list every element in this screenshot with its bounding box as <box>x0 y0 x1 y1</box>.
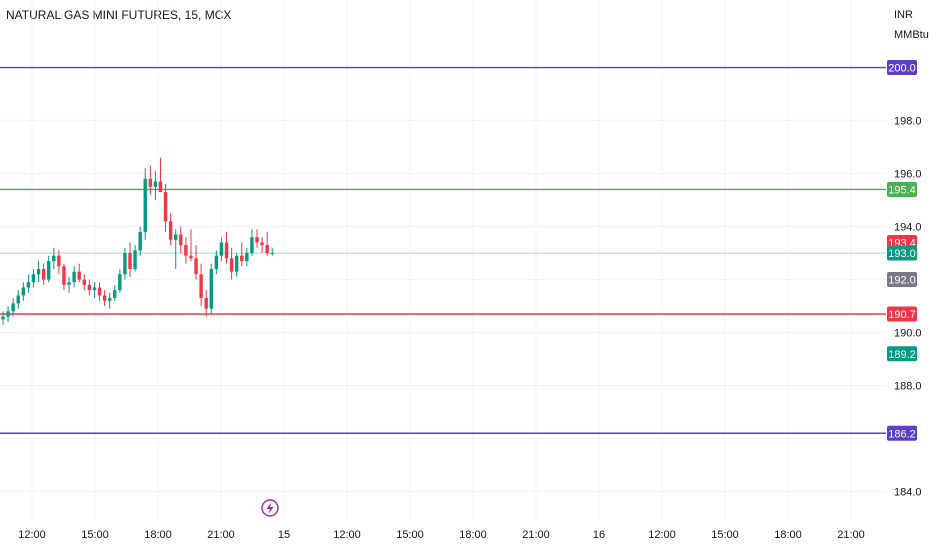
chart-title: NATURAL GAS MINI FUTURES, 15, MCX <box>6 8 232 22</box>
x-tick-label: 15:00 <box>711 529 739 541</box>
candles <box>1 157 274 325</box>
level-tag <box>887 306 917 322</box>
candle-body <box>16 295 20 304</box>
candle-body <box>260 242 264 246</box>
y-tick-label: 194.0 <box>894 222 922 234</box>
candle-body <box>57 255 61 267</box>
y-tick-label: 184.0 <box>894 487 922 499</box>
x-tick-label: 21:00 <box>522 529 550 541</box>
grid <box>0 0 886 520</box>
candle-body <box>194 258 198 275</box>
candle-body <box>209 268 213 309</box>
candle-body <box>107 298 112 301</box>
x-tick-label: 15:00 <box>396 529 424 541</box>
candle-body <box>229 258 234 272</box>
price-tag-label: 192.0 <box>888 275 916 287</box>
x-tick-label: 18:00 <box>459 529 487 541</box>
candle-body <box>265 245 269 254</box>
candle-body <box>67 282 71 285</box>
candle-body <box>92 287 97 291</box>
y-tick-label: 188.0 <box>894 381 922 393</box>
candle-body <box>47 261 51 280</box>
x-tick-label: 12:00 <box>18 529 46 541</box>
candle-body <box>52 255 56 261</box>
price-tag <box>887 346 917 362</box>
candle-body <box>250 237 254 254</box>
candle-body <box>153 181 158 187</box>
candle-body <box>102 295 107 301</box>
candle-body <box>21 287 26 296</box>
candle-body <box>31 274 36 283</box>
x-tick-label: 16 <box>593 529 605 541</box>
candle-body <box>189 255 193 259</box>
x-tick-label: 18:00 <box>144 529 172 541</box>
candle-body <box>6 311 10 317</box>
candle-body <box>133 250 137 269</box>
candle-body <box>158 181 163 193</box>
level-tag-label: 200.0 <box>888 63 916 75</box>
lightning-icon[interactable] <box>261 499 279 517</box>
candle-body <box>26 282 31 288</box>
candle-body <box>113 290 117 299</box>
candle-body <box>224 242 229 259</box>
quantity-unit: MMBtu <box>894 29 929 41</box>
level-tag-label: 190.7 <box>888 309 916 321</box>
candle-body <box>270 253 274 255</box>
candle-body <box>148 178 153 187</box>
level-tag-label: 186.2 <box>888 428 916 440</box>
candle-body <box>245 253 249 261</box>
candle-body <box>163 192 168 222</box>
candle-body <box>184 245 188 256</box>
x-tick-label: 21:00 <box>207 529 235 541</box>
candle-body <box>234 255 239 272</box>
candle-body <box>72 271 76 283</box>
candle-body <box>123 253 127 275</box>
level-tag <box>887 181 917 197</box>
currency-unit: INR <box>894 9 913 21</box>
candle-body <box>240 255 244 261</box>
time-axis: 12:00 15:00 18:00 21:00 15 12:00 15:00 18:00 21:… <box>18 529 865 541</box>
candle-body <box>97 287 102 296</box>
horizontal-levels <box>0 66 886 434</box>
candle-body <box>11 303 15 312</box>
candle-body <box>62 266 66 285</box>
level-tag <box>887 60 917 76</box>
candle-body <box>1 316 5 320</box>
candle-body <box>87 284 92 291</box>
price-tag-label: 193.0 <box>888 248 916 260</box>
price-tag <box>887 272 917 288</box>
x-tick-label: 12:00 <box>333 529 361 541</box>
level-tag <box>887 425 917 441</box>
x-tick-label: 15:00 <box>81 529 109 541</box>
candle-body <box>82 279 86 285</box>
price-axis: 184.0 188.0 190.0 194.0 196.0 198.0 <box>894 116 922 499</box>
price-tag-label: 189.2 <box>888 349 916 361</box>
x-tick-label: 18:00 <box>774 529 802 541</box>
price-tag <box>887 245 917 261</box>
y-tick-label: 198.0 <box>894 116 922 128</box>
y-tick-label: 190.0 <box>894 328 922 340</box>
x-tick-label: 15 <box>278 529 290 541</box>
candle-body <box>118 274 122 291</box>
level-tag-label: 195.4 <box>888 184 916 196</box>
candle-body <box>179 234 183 246</box>
candle-body <box>219 242 224 256</box>
candle-body <box>36 268 41 275</box>
candle-body <box>77 271 81 280</box>
candle-body <box>214 255 219 269</box>
candle-body <box>143 178 147 232</box>
x-tick-label: 21:00 <box>837 529 865 541</box>
candle-body <box>255 237 259 243</box>
candle-body <box>174 234 178 240</box>
y-tick-label: 196.0 <box>894 169 922 181</box>
candle-body <box>199 274 203 299</box>
candle-body <box>138 231 142 251</box>
candle-body <box>128 253 132 269</box>
candle-body <box>168 221 173 240</box>
candle-body <box>41 268 46 280</box>
candle-body <box>204 298 208 309</box>
x-tick-label: 12:00 <box>648 529 676 541</box>
